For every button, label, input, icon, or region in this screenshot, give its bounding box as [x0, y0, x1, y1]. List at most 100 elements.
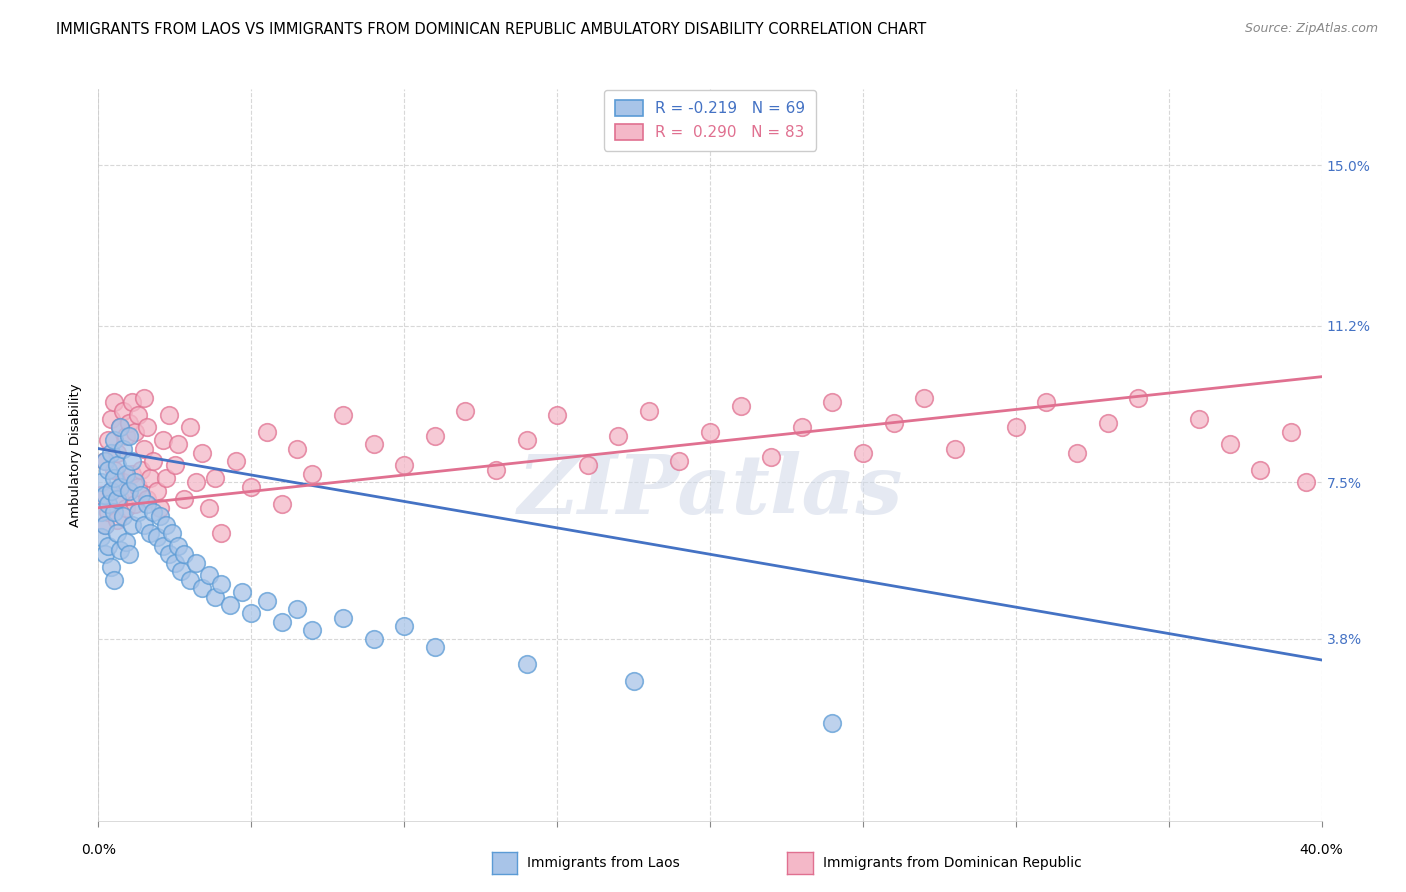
Point	[186, 475, 208, 490]
Point	[516, 433, 538, 447]
Point	[100, 446, 122, 460]
Point	[129, 488, 152, 502]
Point	[115, 500, 138, 515]
Point	[821, 395, 844, 409]
Point	[1279, 425, 1302, 439]
Point	[423, 429, 446, 443]
Point	[100, 412, 122, 426]
Point	[105, 513, 128, 527]
Point	[90, 505, 112, 519]
Point	[943, 442, 966, 456]
Point	[173, 492, 195, 507]
Point	[179, 573, 201, 587]
Point	[108, 480, 131, 494]
Point	[301, 467, 323, 481]
Point	[127, 408, 149, 422]
Point	[118, 483, 141, 498]
Text: Immigrants from Dominican Republic: Immigrants from Dominican Republic	[823, 856, 1081, 871]
Point	[108, 492, 131, 507]
Point	[285, 602, 308, 616]
Point	[105, 492, 128, 507]
Point	[129, 463, 152, 477]
Point	[108, 420, 131, 434]
Point	[332, 610, 354, 624]
Point	[103, 471, 125, 485]
Point	[93, 517, 115, 532]
Point	[209, 526, 232, 541]
Point	[105, 446, 128, 460]
Point	[142, 505, 165, 519]
Point	[204, 590, 226, 604]
Point	[790, 420, 813, 434]
Point	[155, 471, 177, 485]
Point	[699, 425, 721, 439]
Point	[134, 442, 156, 456]
Point	[1295, 475, 1317, 490]
Point	[231, 585, 253, 599]
Point	[142, 454, 165, 468]
Point	[90, 530, 112, 544]
Text: Source: ZipAtlas.com: Source: ZipAtlas.com	[1244, 22, 1378, 36]
Point	[103, 505, 125, 519]
Point	[100, 483, 122, 498]
Point	[118, 547, 141, 561]
Point	[100, 560, 122, 574]
Point	[115, 534, 138, 549]
Point	[197, 568, 219, 582]
Point	[668, 454, 690, 468]
Point	[270, 615, 292, 629]
Legend: R = -0.219   N = 69, R =  0.290   N = 83: R = -0.219 N = 69, R = 0.290 N = 83	[605, 89, 815, 151]
Point	[821, 716, 844, 731]
Point	[90, 475, 112, 490]
Text: 40.0%: 40.0%	[1299, 843, 1344, 857]
Point	[108, 420, 131, 434]
Point	[115, 467, 138, 481]
Point	[256, 594, 278, 608]
Text: ZIPatlas: ZIPatlas	[517, 451, 903, 532]
Point	[97, 463, 120, 477]
Point	[157, 408, 180, 422]
Point	[134, 391, 156, 405]
Point	[167, 437, 190, 451]
Point	[204, 471, 226, 485]
Point	[111, 403, 134, 417]
Point	[1249, 463, 1271, 477]
Point	[145, 530, 167, 544]
Point	[392, 619, 416, 633]
Point	[423, 640, 446, 655]
Point	[93, 454, 115, 468]
Point	[93, 547, 115, 561]
Point	[145, 483, 167, 498]
Point	[197, 500, 219, 515]
Point	[127, 480, 149, 494]
Point	[240, 607, 263, 621]
Point	[134, 517, 156, 532]
Point	[105, 458, 128, 473]
Text: Immigrants from Laos: Immigrants from Laos	[527, 856, 681, 871]
Point	[1188, 412, 1211, 426]
Point	[332, 408, 354, 422]
Point	[240, 480, 263, 494]
Point	[121, 395, 143, 409]
Point	[163, 458, 186, 473]
Point	[1035, 395, 1057, 409]
Point	[124, 425, 146, 439]
Point	[90, 488, 112, 502]
Point	[103, 463, 125, 477]
Point	[173, 547, 195, 561]
Point	[607, 429, 630, 443]
Point	[121, 517, 143, 532]
Point	[191, 446, 214, 460]
Point	[852, 446, 875, 460]
Point	[124, 475, 146, 490]
Point	[546, 408, 568, 422]
Point	[167, 539, 190, 553]
Point	[97, 505, 120, 519]
Point	[1219, 437, 1241, 451]
Point	[363, 437, 385, 451]
Point	[454, 403, 477, 417]
Point	[1128, 391, 1150, 405]
Point	[100, 483, 122, 498]
Point	[186, 556, 208, 570]
Point	[270, 497, 292, 511]
